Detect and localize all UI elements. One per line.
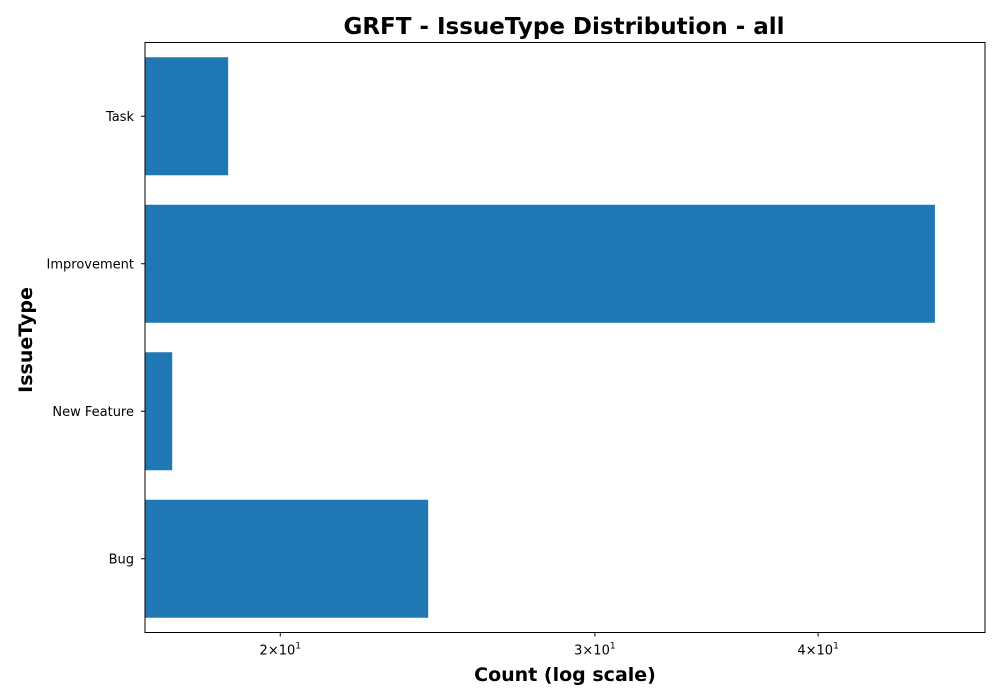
x-tick-label: 2×101	[260, 642, 301, 659]
y-tick-label: New Feature	[52, 405, 134, 420]
x-axis-label: Count (log scale)	[474, 664, 656, 686]
y-tick-label: Improvement	[47, 257, 134, 272]
chart-title: GRFT - IssueType Distribution - all	[343, 14, 784, 40]
y-tick-label: Bug	[109, 552, 134, 567]
plot-frame	[144, 42, 986, 633]
bar	[145, 499, 429, 618]
x-tick-label: 4×101	[797, 642, 838, 659]
bar	[145, 352, 173, 471]
y-tick-label: Task	[105, 110, 135, 125]
bar	[145, 57, 229, 176]
y-axis-label: IssueType	[15, 287, 37, 393]
bar	[145, 204, 935, 323]
x-tick-label: 3×101	[574, 642, 615, 659]
